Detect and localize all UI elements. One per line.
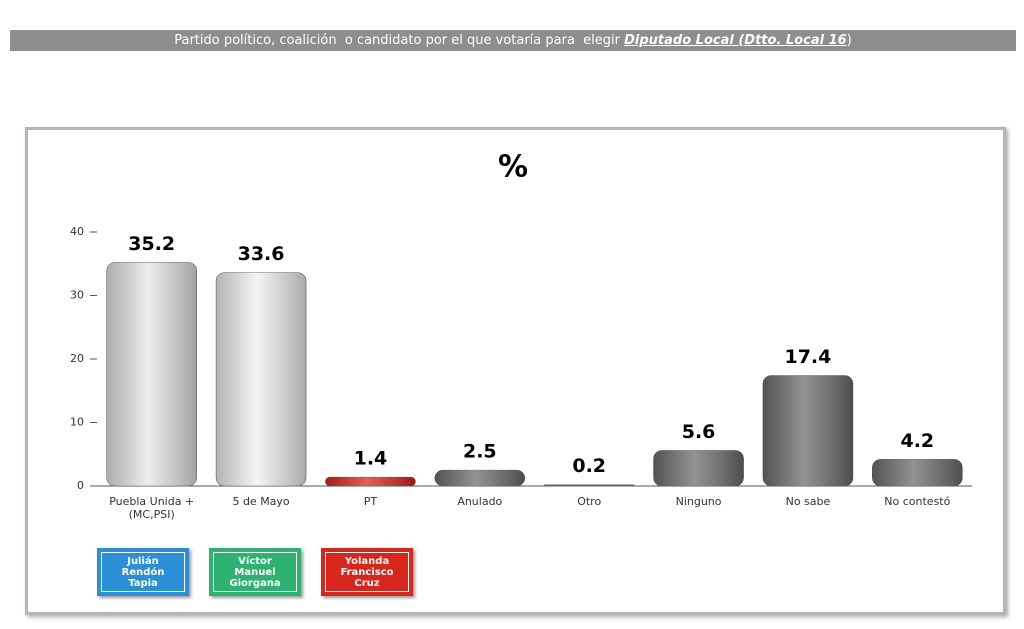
candidate-box: Julián Rendón Tapia <box>97 548 189 596</box>
y-tick-label: 20 <box>70 352 84 365</box>
bar-shading <box>216 272 307 486</box>
bar-shading <box>106 262 197 486</box>
value-label: 4.2 <box>900 430 934 452</box>
y-tick-label: 10 <box>70 416 84 429</box>
y-tick-label: 0 <box>77 479 84 492</box>
y-tick-label: 30 <box>70 289 84 302</box>
candidate-box: Víctor Manuel Giorgana <box>209 548 301 596</box>
x-tick-label: Puebla Unida + (MC,PSI) <box>109 495 195 521</box>
x-tick-label: Ninguno <box>675 495 722 508</box>
value-label: 35.2 <box>128 233 175 255</box>
value-label: 17.4 <box>784 346 831 368</box>
header-bar: Partido político, coalición o candidato … <box>10 30 1016 51</box>
x-tick-label: No contestó <box>884 495 951 508</box>
x-tick-label: No sabe <box>785 495 831 508</box>
value-label: 1.4 <box>354 448 388 470</box>
header-closing: ) <box>846 33 852 48</box>
x-tick-label: Anulado <box>457 495 503 508</box>
y-tick-label: 40 <box>70 225 84 238</box>
x-tick-label: PT <box>363 495 378 508</box>
candidate-box: Yolanda Francisco Cruz <box>321 548 413 596</box>
value-label: 2.5 <box>463 441 497 463</box>
bar-shading <box>872 459 963 486</box>
x-tick-label: 5 de Mayo <box>232 495 290 508</box>
chart-title: % <box>498 150 528 185</box>
header-text: Partido político, coalición o candidato … <box>174 33 625 48</box>
bar-shading <box>434 470 525 486</box>
bar-shading <box>762 375 853 486</box>
value-label: 33.6 <box>238 243 285 265</box>
x-tick-label: Otro <box>577 495 602 508</box>
header-emphasis: Diputado Local (Dtto. Local 16 <box>624 33 847 48</box>
chart-frame <box>25 127 1006 615</box>
bar-shading <box>325 477 416 486</box>
bar <box>543 484 635 487</box>
value-label: 5.6 <box>682 421 716 443</box>
bar-shading <box>653 450 744 486</box>
value-label: 0.2 <box>572 455 606 477</box>
